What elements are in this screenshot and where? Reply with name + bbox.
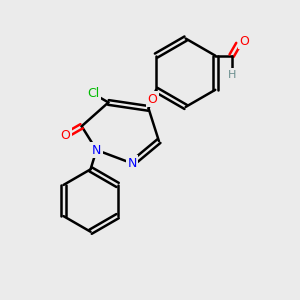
Text: N: N	[92, 143, 101, 157]
Text: Cl: Cl	[87, 87, 99, 100]
Text: O: O	[239, 34, 249, 48]
Text: O: O	[61, 129, 70, 142]
Text: N: N	[128, 157, 137, 170]
Text: H: H	[227, 70, 236, 80]
Text: O: O	[147, 93, 157, 106]
